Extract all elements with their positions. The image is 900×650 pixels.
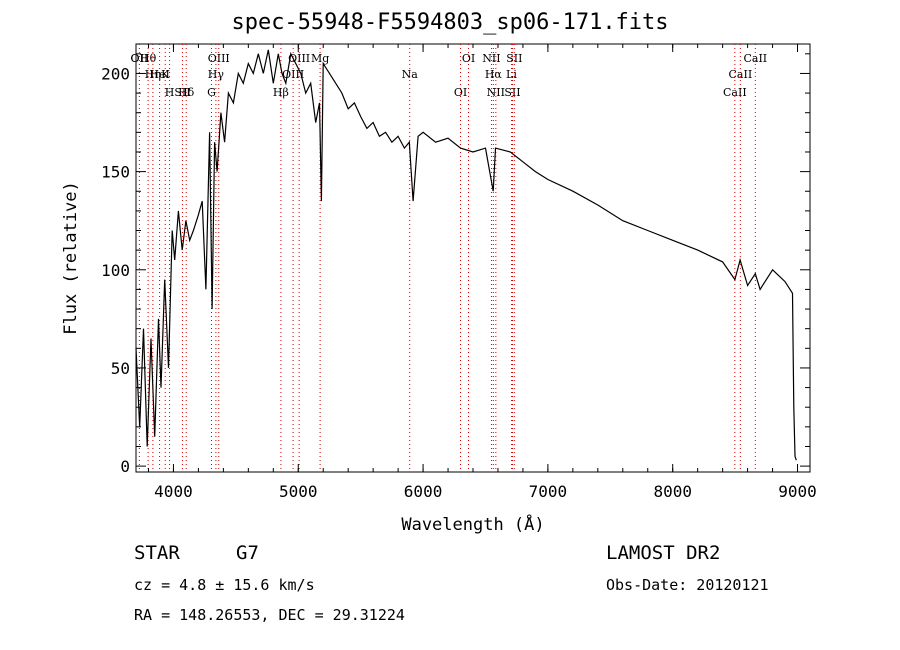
y-tick-label: 200 xyxy=(101,64,130,83)
x-tick-label: 8000 xyxy=(653,482,692,501)
line-annotation: NII xyxy=(487,86,505,99)
plot-frame xyxy=(135,43,811,473)
y-tick-label: 150 xyxy=(101,163,130,182)
y-tick-label: 0 xyxy=(120,457,130,476)
object-class: STAR xyxy=(134,542,180,564)
survey-name: LAMOST DR2 xyxy=(606,542,721,564)
line-annotation: K xyxy=(161,68,170,81)
y-axis-label: Flux (relative) xyxy=(61,181,81,335)
line-annotation: Mg xyxy=(311,52,329,65)
line-annotation: SII xyxy=(506,52,522,65)
line-annotation: CaII xyxy=(743,52,767,65)
line-annotation: Li xyxy=(506,68,517,81)
line-annotation: NII xyxy=(482,52,500,65)
sky-coordinates: RA = 148.26553, DEC = 29.31224 xyxy=(134,606,405,624)
line-annotation: Hβ xyxy=(273,86,289,99)
line-annotation: Hδ xyxy=(178,86,195,99)
x-tick-label: 5000 xyxy=(279,482,318,501)
chart-title: spec-55948-F5594803_sp06-171.fits xyxy=(231,10,669,35)
line-annotation: CaII xyxy=(723,86,747,99)
y-tick-label: 100 xyxy=(101,261,130,280)
line-annotation: OI xyxy=(462,52,475,65)
line-annotation: Na xyxy=(402,68,419,81)
x-axis-label: Wavelength (Å) xyxy=(401,513,544,535)
redshift-velocity: cz = 4.8 ± 15.6 km/s xyxy=(134,576,315,594)
line-annotation: Hα xyxy=(485,68,503,81)
line-annotation: HeI xyxy=(149,68,169,81)
line-annotation: OIII xyxy=(282,68,304,81)
line-annotation: Hθ xyxy=(140,52,157,65)
line-annotation: OIII xyxy=(288,52,310,65)
line-annotation: Hη xyxy=(145,68,161,81)
x-tick-label: 7000 xyxy=(529,482,568,501)
line-annotation: Hγ xyxy=(208,68,225,81)
line-annotation: OI xyxy=(454,86,467,99)
line-annotation: OII xyxy=(131,52,149,65)
line-annotation: H xyxy=(165,86,175,99)
line-annotation: CaII xyxy=(729,68,753,81)
line-annotation: SII xyxy=(174,86,190,99)
y-tick-label: 50 xyxy=(111,359,130,378)
line-annotation: SII xyxy=(504,86,520,99)
x-tick-label: 9000 xyxy=(778,482,817,501)
line-annotation: OII xyxy=(131,52,149,65)
spectrum-series-line xyxy=(135,49,797,461)
line-annotation: OIII xyxy=(208,52,230,65)
x-tick-label: 4000 xyxy=(154,482,193,501)
object-subclass: G7 xyxy=(236,542,259,564)
observation-date: Obs-Date: 20120121 xyxy=(606,576,769,594)
line-annotation: G xyxy=(207,86,216,99)
x-tick-label: 6000 xyxy=(404,482,443,501)
